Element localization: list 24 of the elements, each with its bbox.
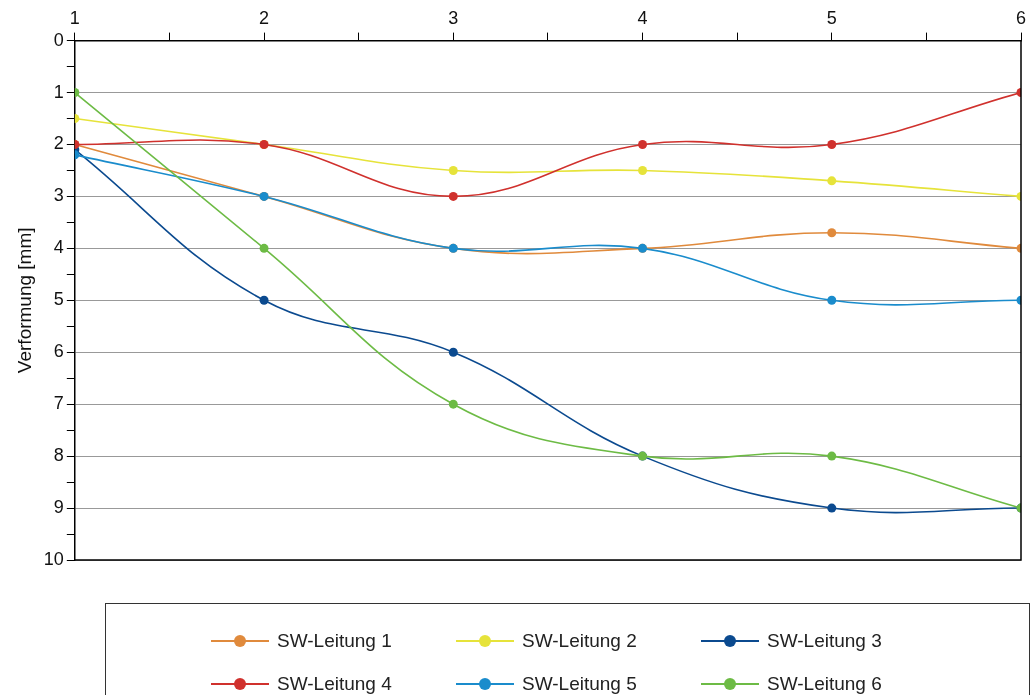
legend-label: SW-Leitung 3 [767, 629, 882, 652]
y-tick-label: 0 [53, 29, 64, 50]
legend-label: SW-Leitung 2 [522, 629, 637, 652]
legend-label: SW-Leitung 1 [277, 629, 392, 652]
x-tick-label: 1 [69, 7, 80, 28]
y-tick-label: 6 [53, 341, 64, 362]
y-tick-label: 7 [53, 393, 64, 414]
x-tick-label: 5 [826, 7, 837, 28]
x-tick-label: 2 [259, 7, 270, 28]
x-tick-label: 4 [637, 7, 648, 28]
y-axis-title: Verformung [mm] [13, 227, 35, 374]
y-tick-label: 5 [53, 289, 64, 310]
y-tick-label: 1 [53, 81, 64, 102]
y-tick-label: 3 [53, 185, 64, 206]
y-tick-label: 8 [53, 445, 64, 466]
y-tick-label: 10 [43, 548, 64, 569]
legend-label: SW-Leitung 4 [277, 672, 392, 695]
legend-label: SW-Leitung 5 [522, 672, 637, 695]
legend-label: SW-Leitung 6 [767, 672, 882, 695]
x-tick-label: 3 [448, 7, 459, 28]
y-tick-label: 4 [53, 237, 64, 258]
y-tick-label: 9 [53, 497, 64, 518]
x-tick-label: 6 [1015, 7, 1027, 28]
y-tick-label: 2 [53, 133, 64, 154]
